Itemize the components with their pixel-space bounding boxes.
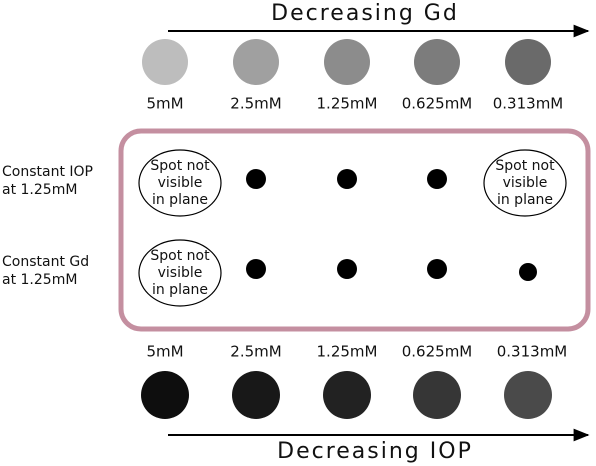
top-concentration: 5mM bbox=[146, 95, 183, 113]
bottom-sample bbox=[413, 371, 461, 419]
spot-note-text: Spot not bbox=[150, 248, 210, 264]
spot-note-text: in plane bbox=[152, 192, 208, 208]
row-label: Constant IOP bbox=[2, 164, 93, 180]
bottom-sample bbox=[323, 371, 371, 419]
bottom-concentration: 5mM bbox=[146, 343, 183, 361]
spot bbox=[427, 169, 447, 189]
top-sample bbox=[414, 39, 460, 85]
bottom-concentration: 0.625mM bbox=[402, 343, 473, 361]
spot-note bbox=[138, 239, 222, 307]
bottom-concentration: 0.313mM bbox=[497, 343, 568, 361]
top-arrow-label: Decreasing Gd bbox=[271, 1, 459, 26]
bottom-arrow-label: Decreasing IOP bbox=[277, 439, 473, 464]
top-sample bbox=[324, 39, 370, 85]
row-label: at 1.25mM bbox=[2, 272, 77, 288]
top-sample bbox=[142, 39, 188, 85]
bottom-sample bbox=[141, 371, 189, 419]
top-sample bbox=[505, 39, 551, 85]
bottom-concentration: 2.5mM bbox=[230, 343, 281, 361]
spot bbox=[337, 259, 357, 279]
row-label: Constant Gd bbox=[2, 254, 89, 270]
bottom-concentration: 1.25mM bbox=[317, 343, 378, 361]
spot-note-text: Spot not bbox=[495, 158, 555, 174]
spot bbox=[246, 169, 266, 189]
frame bbox=[118, 128, 591, 332]
spot-note-text: in plane bbox=[152, 282, 208, 298]
bottom-sample bbox=[504, 371, 552, 419]
top-sample bbox=[233, 39, 279, 85]
top-concentration: 0.625mM bbox=[402, 95, 473, 113]
spot-note bbox=[138, 149, 222, 217]
spot bbox=[427, 259, 447, 279]
spot-note-text: visible bbox=[158, 175, 203, 191]
spot-note-text: Spot not bbox=[150, 158, 210, 174]
top-concentration: 2.5mM bbox=[230, 95, 281, 113]
bottom-sample bbox=[232, 371, 280, 419]
spot bbox=[337, 169, 357, 189]
row-label: at 1.25mM bbox=[2, 182, 77, 198]
spot bbox=[519, 263, 537, 281]
top-concentration: 1.25mM bbox=[317, 95, 378, 113]
top-concentration: 0.313mM bbox=[493, 95, 564, 113]
spot-note-text: visible bbox=[503, 175, 548, 191]
spot-note-text: visible bbox=[158, 265, 203, 281]
spot-note bbox=[483, 149, 567, 217]
spot-note-text: in plane bbox=[497, 192, 553, 208]
spot bbox=[246, 259, 266, 279]
